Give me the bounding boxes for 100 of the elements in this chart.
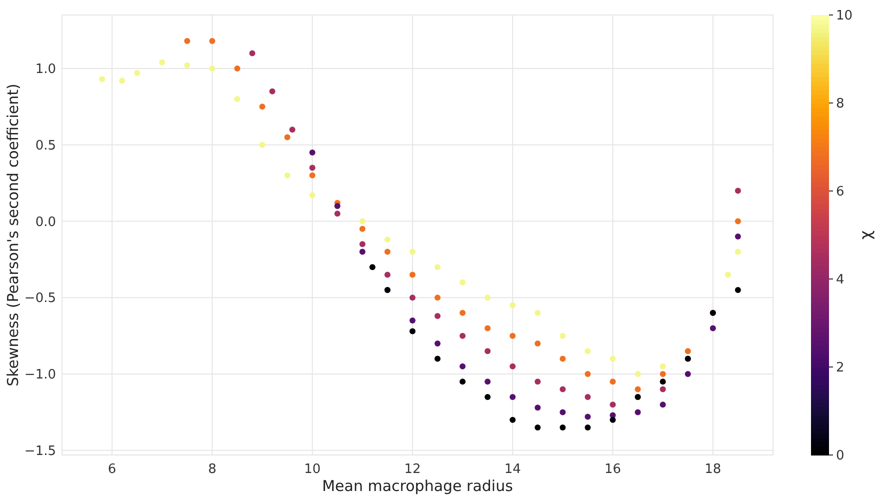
point: [434, 264, 441, 270]
color-bar-label: 0: [836, 448, 844, 464]
point: [660, 386, 666, 392]
point: [560, 386, 566, 392]
point: [309, 172, 316, 178]
point: [460, 279, 466, 286]
point: [510, 394, 516, 400]
x-tick-label: 14: [504, 462, 521, 477]
point: [734, 287, 741, 293]
point: [409, 318, 416, 324]
point: [684, 371, 691, 378]
point: [259, 104, 266, 110]
x-tick-label: 16: [604, 462, 622, 477]
point: [409, 328, 416, 334]
point: [734, 218, 741, 224]
point: [610, 356, 616, 362]
y-tick-label: −1.0: [24, 368, 56, 383]
point: [634, 371, 641, 378]
color-bar-label: 6: [836, 184, 844, 200]
point: [234, 65, 240, 72]
point: [660, 402, 666, 408]
point: [734, 188, 741, 194]
point: [534, 404, 541, 411]
point: [209, 38, 216, 44]
point: [510, 416, 516, 423]
point: [369, 264, 376, 270]
y-tick-label: 0.5: [35, 138, 56, 154]
point: [384, 272, 390, 278]
point: [610, 402, 616, 408]
point: [734, 248, 741, 255]
point: [184, 38, 190, 44]
point: [634, 386, 641, 392]
point: [584, 348, 591, 354]
color-bar-label: 10: [836, 8, 853, 24]
point: [119, 78, 126, 84]
point: [434, 356, 441, 362]
point: [484, 325, 491, 332]
point: [409, 248, 416, 255]
point: [159, 59, 166, 66]
point: [434, 340, 441, 346]
color-bar-title: χ: [856, 230, 875, 240]
point: [510, 332, 516, 339]
point: [359, 218, 366, 224]
point: [184, 62, 190, 68]
point: [409, 272, 416, 278]
point: [434, 312, 441, 319]
point: [534, 424, 541, 430]
point: [234, 96, 240, 102]
color-bar-label: 4: [836, 272, 844, 288]
point: [284, 134, 290, 140]
x-axis-title: Mean macrophage radius: [322, 477, 514, 495]
point: [460, 363, 466, 370]
point: [634, 409, 641, 416]
point: [534, 310, 541, 316]
point: [269, 88, 276, 94]
point: [584, 371, 591, 378]
point: [584, 414, 591, 420]
point: [334, 210, 340, 217]
color-bar-label: 8: [836, 96, 844, 112]
point: [510, 302, 516, 308]
point: [584, 424, 591, 430]
point: [560, 424, 566, 430]
y-tick-label: 0.0: [35, 214, 56, 230]
point: [560, 356, 566, 362]
point: [309, 150, 316, 156]
point: [710, 325, 716, 332]
point: [534, 340, 541, 346]
point: [359, 226, 366, 232]
point: [289, 126, 296, 133]
x-tick-label: 8: [208, 462, 216, 477]
point: [534, 378, 541, 385]
y-tick-label: 1.0: [35, 62, 56, 77]
point: [359, 248, 366, 255]
point: [484, 348, 491, 354]
x-tick-label: 6: [108, 462, 116, 477]
point: [259, 142, 266, 148]
x-tick-label: 10: [304, 462, 321, 477]
point: [510, 363, 516, 370]
x-tick-label: 18: [704, 462, 722, 477]
point: [359, 241, 366, 248]
point: [434, 294, 441, 301]
point: [209, 65, 216, 72]
point: [610, 378, 616, 385]
point: [384, 236, 390, 243]
point: [460, 310, 466, 316]
y-tick-label: −1.5: [24, 444, 56, 459]
point: [610, 416, 616, 423]
point: [660, 363, 666, 370]
point: [249, 50, 256, 56]
color-bar-label: 2: [836, 360, 844, 376]
point: [584, 394, 591, 400]
point: [734, 234, 741, 240]
point: [309, 192, 316, 198]
point: [660, 378, 666, 385]
point: [560, 332, 566, 339]
y-axis-title: Skewness (Pearson's second coefficient): [4, 84, 22, 386]
point: [409, 294, 416, 301]
x-tick-label: 12: [404, 462, 421, 477]
point: [560, 409, 566, 416]
point: [309, 164, 316, 171]
